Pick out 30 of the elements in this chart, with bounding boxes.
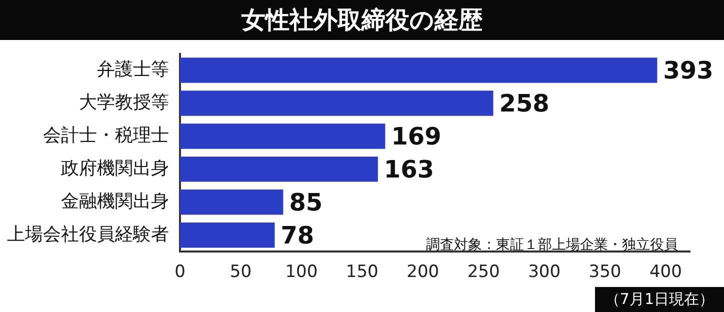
bar [180,190,284,215]
text: （7月1日現在） [594,287,724,312]
data-label: 78 [280,221,314,250]
bar [180,124,386,149]
y-tick-label: 政府機関出身 [61,158,169,179]
y-tick-label: 会計士・税理士 [43,124,169,146]
y-tick-label: 上場会社役員経験者 [7,224,169,245]
bar [180,222,275,248]
chart-title: 女性社外取締役の経歴 [0,0,724,40]
data-label: 85 [289,188,323,216]
data-label: 393 [663,56,714,85]
x-tick-label: 50 [230,262,252,282]
x-tick-label: 100 [285,262,318,282]
bar [180,156,378,182]
data-label: 163 [384,155,434,184]
bar [180,90,494,116]
x-tick-label: 350 [588,262,622,282]
y-tick-label: 大学教授等 [79,92,169,113]
x-tick-label: 300 [528,262,561,282]
bar [180,58,658,83]
x-tick-label: 400 [649,262,682,282]
x-tick-label: 250 [467,262,500,282]
x-tick-label: 0 [174,262,186,282]
x-tick-label: 150 [346,262,378,282]
y-tick-label: 弁護士等 [97,58,169,80]
data-label: 169 [391,122,442,150]
data-label: 258 [499,89,550,118]
annotation: 調査対象：東証１部上場企業・独立役員 [426,236,678,254]
x-tick-label: 200 [406,262,440,282]
y-tick-label: 金融機関出身 [61,190,169,212]
